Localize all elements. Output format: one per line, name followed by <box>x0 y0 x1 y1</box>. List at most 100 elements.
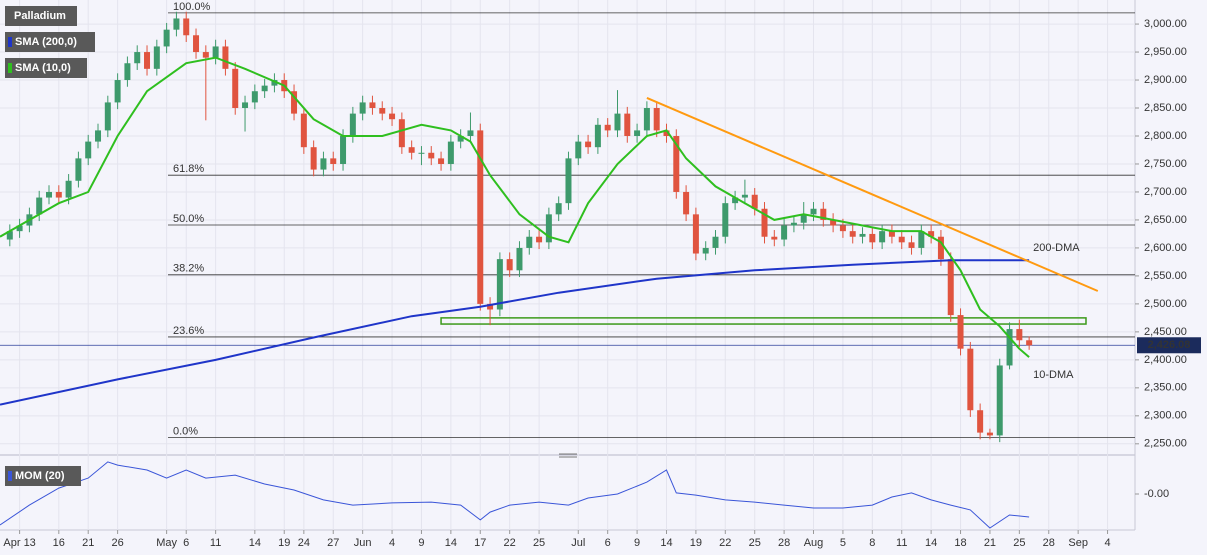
candle-body <box>849 231 856 237</box>
x-tick-label: 27 <box>327 537 339 549</box>
candle-body <box>565 158 572 204</box>
candle-body <box>46 191 53 198</box>
annotation: 200-DMA <box>1033 242 1080 254</box>
candle-body <box>457 135 464 142</box>
candle-body <box>320 158 327 170</box>
candle-body <box>555 203 562 215</box>
y-tick-label: 2,350.00 <box>1144 382 1187 394</box>
candle-body <box>526 236 533 248</box>
x-tick-label: 14 <box>249 537 261 549</box>
x-tick-label: 4 <box>1104 537 1110 549</box>
candle-body <box>124 63 131 81</box>
candle-body <box>16 225 23 232</box>
candle-body <box>467 130 474 136</box>
candle-body <box>300 113 307 148</box>
x-tick-label: 25 <box>533 537 545 549</box>
candle-body <box>153 46 160 69</box>
last-price-box <box>1137 337 1201 354</box>
candle-body <box>937 236 944 260</box>
candle-body <box>869 233 876 243</box>
candle-body <box>232 68 239 109</box>
candle-body <box>506 259 513 271</box>
legend-swatch <box>8 37 12 47</box>
candle-body <box>477 130 484 304</box>
candle-body <box>790 222 797 226</box>
candle-body <box>310 147 317 170</box>
candle-body <box>967 348 974 411</box>
legend-box <box>5 6 77 26</box>
x-tick-label: 4 <box>389 537 395 549</box>
candle-body <box>75 158 82 181</box>
y-tick-label: 3,000.00 <box>1144 18 1187 30</box>
candle-body <box>369 102 376 109</box>
candle-body <box>859 233 866 237</box>
x-tick-label: 17 <box>474 537 486 549</box>
candle-body <box>379 108 386 114</box>
candle-body <box>496 259 503 310</box>
x-tick-label: 8 <box>869 537 875 549</box>
candle-body <box>918 231 925 248</box>
last-price-label: 2,426.08 <box>1148 339 1191 351</box>
fib-label: 61.8% <box>173 163 204 175</box>
x-tick-label: Sep <box>1068 537 1088 549</box>
candle-body <box>144 52 151 69</box>
marks <box>0 11 1135 529</box>
y-tick-label: 2,500.00 <box>1144 298 1187 310</box>
candle-body <box>732 197 739 204</box>
candle-body <box>957 315 964 349</box>
x-tick-label: 14 <box>445 537 457 549</box>
candle-body <box>624 113 631 136</box>
x-tick-label: 18 <box>954 537 966 549</box>
candle-body <box>879 231 886 243</box>
candle-body <box>349 113 356 136</box>
candle-body <box>398 119 405 148</box>
candle-body <box>271 80 278 86</box>
y-tick-label: 2,450.00 <box>1144 326 1187 338</box>
y-tick-label: 2,750.00 <box>1144 158 1187 170</box>
candle-body <box>359 102 366 114</box>
candle-body <box>986 432 993 436</box>
momentum-line <box>0 461 1030 529</box>
candle-body <box>114 80 121 103</box>
candle-body <box>340 135 347 164</box>
candle-body <box>585 141 592 148</box>
x-tick-label: 28 <box>778 537 790 549</box>
candle-body <box>741 194 748 198</box>
candle-body <box>575 141 582 159</box>
candle-body <box>408 147 415 153</box>
y-tick-label: 2,550.00 <box>1144 270 1187 282</box>
candle-body <box>614 113 621 131</box>
candle-body <box>183 18 190 36</box>
candle-body <box>291 91 298 114</box>
candle-body <box>643 108 650 131</box>
y-tick-label: 2,800.00 <box>1144 130 1187 142</box>
candle-body <box>163 29 170 47</box>
trendline <box>646 96 1099 292</box>
candle-body <box>663 130 670 136</box>
candle-body <box>85 141 92 159</box>
candle-body <box>751 194 758 209</box>
candle-body <box>447 141 454 164</box>
fib-label: 50.0% <box>173 213 204 225</box>
candle-body <box>134 52 141 64</box>
candle-body <box>104 102 111 131</box>
candle-body <box>888 231 895 237</box>
momentum-label: MOM (20) <box>15 470 65 482</box>
x-tick-label: 25 <box>749 537 761 549</box>
legend-swatch <box>8 63 12 73</box>
y-tick-label: 2,250.00 <box>1144 438 1187 450</box>
x-tick-label: May <box>156 537 177 549</box>
candle-body <box>438 158 445 164</box>
y-tick-label: 2,600.00 <box>1144 242 1187 254</box>
candle-body <box>683 191 690 215</box>
x-tick-label: 14 <box>925 537 937 549</box>
candle-body <box>242 102 249 109</box>
y-tick-label: 2,850.00 <box>1144 102 1187 114</box>
candle-body <box>673 135 680 192</box>
y-tick-label: 2,900.00 <box>1144 74 1187 86</box>
overlay: Palladium SMA (200,0) SMA (10,0) MOM (20… <box>3 1 1201 549</box>
candle-body <box>251 91 258 103</box>
x-tick-label: Jul <box>571 537 585 549</box>
candle-body <box>908 242 915 248</box>
